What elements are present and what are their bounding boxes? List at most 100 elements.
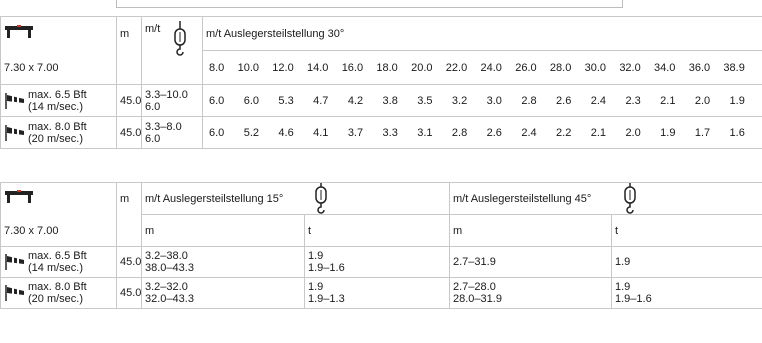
- load-value: 1.7: [694, 126, 711, 139]
- radius-value: 24.0: [480, 61, 502, 74]
- boom-length: 45.0: [116, 246, 142, 278]
- m45-cell: 2.7–28.0 28.0–31.9: [449, 277, 612, 309]
- header-15: m/t Auslegersteilstellung 15°: [145, 192, 284, 205]
- header-45-cell: m/t Auslegersteilstellung 45°: [449, 182, 762, 215]
- load-value: 2.1: [660, 94, 676, 107]
- top-frame-edge: [116, 0, 623, 8]
- range-cell: 3.3–8.0 6.0: [141, 116, 203, 149]
- sub-m-15: m: [141, 214, 305, 247]
- radius-value: 20.0: [411, 61, 433, 74]
- load-value: 5.3: [278, 94, 294, 107]
- load-value: 6.0: [209, 94, 225, 107]
- size-label: 7.30 x 7.00: [0, 214, 117, 247]
- boom-length: 45.0: [116, 116, 142, 149]
- t45-cell: 1.9: [611, 246, 762, 278]
- m45-a: 2.7–31.9: [453, 256, 496, 268]
- load-value: 2.3: [625, 94, 641, 107]
- m-spacer: [116, 50, 142, 85]
- load-values: 6.0 6.0 5.3 4.7 4.2 3.8 3.5 3.2 3.0 2.8 2.6 2.4 2.3 2…: [206, 95, 759, 107]
- t45-a: 1.9: [615, 256, 631, 268]
- load-value: 2.4: [590, 94, 607, 107]
- radius-value: 10.0: [237, 61, 259, 74]
- load-value: 3.7: [347, 126, 364, 139]
- row-6-5: max. 6.5 Bft (14 m/sec.) 45.0 3.2–38.0 3…: [0, 246, 762, 278]
- m45-cell: 2.7–31.9: [449, 246, 612, 278]
- radius-value: 32.0: [619, 61, 641, 74]
- load-value: 3.0: [486, 94, 502, 107]
- radius-value: 28.0: [549, 61, 572, 74]
- t15-cell: 1.9 1.9–1.6: [304, 246, 450, 278]
- radius-row: 8.0 10.0 12.0 14.0 16.0 18.0 20.0 22.0 24.0 26.0 2…: [202, 50, 762, 85]
- load-value: 3.3: [382, 126, 398, 139]
- range-cell: 3.3–10.0 6.0: [141, 84, 203, 117]
- row-8-0: max. 8.0 Bft (20 m/sec.) 45.0 3.2–32.0 3…: [0, 277, 762, 309]
- load-value: 2.8: [451, 126, 468, 139]
- m15-a: 3.2–38.0: [145, 250, 188, 262]
- col-m-header: m: [116, 182, 142, 215]
- range-b: 6.0: [145, 132, 161, 145]
- m15-a: 3.2–32.0: [145, 281, 188, 293]
- wind-sock-icon: [5, 254, 24, 270]
- values-cell: 6.0 5.2 4.6 4.1 3.7 3.3 3.1 2.8 2.6 2.4 2.2 2.1 2.0 1…: [202, 116, 762, 149]
- load-value: 2.8: [521, 94, 537, 107]
- col-mt-label: m/t: [145, 23, 161, 35]
- radius-value: 12.0: [272, 61, 294, 74]
- m15-b: 38.0–43.3: [145, 262, 194, 274]
- load-value: 2.0: [625, 126, 641, 139]
- m45-b: 28.0–31.9: [453, 293, 502, 305]
- radius-value: 8.0: [209, 61, 225, 74]
- t45-a: 1.9: [615, 281, 631, 293]
- load-value: 5.2: [243, 126, 259, 139]
- load-value: 1.9: [729, 94, 745, 107]
- size-label: 7.30 x 7.00: [0, 50, 117, 85]
- load-value: 3.1: [417, 126, 433, 139]
- radius-value: 16.0: [341, 61, 364, 74]
- t15-a: 1.9: [308, 281, 324, 293]
- crane-hook-icon: [174, 21, 186, 56]
- radius-value: 18.0: [376, 61, 398, 74]
- load-value: 4.2: [347, 94, 364, 107]
- radius-values: 8.0 10.0 12.0 14.0 16.0 18.0 20.0 22.0 24.0 26.0 2…: [206, 62, 759, 74]
- range-b: 6.0: [145, 100, 161, 113]
- crane-base-icon: [5, 190, 33, 203]
- wind-line-a: max. 8.0 Bft: [28, 120, 87, 133]
- radius-value: 22.0: [445, 61, 468, 74]
- radius-value: 34.0: [654, 61, 676, 74]
- t15-b: 1.9–1.3: [308, 293, 345, 305]
- header-15-cell: m/t Auslegersteilstellung 15°: [141, 182, 450, 215]
- m-spacer: [116, 214, 142, 247]
- wind-cell: max. 8.0 Bft (20 m/sec.): [0, 116, 117, 149]
- col-m-header: m: [116, 16, 142, 51]
- crane-base-cell: [0, 182, 117, 215]
- values-cell: 6.0 6.0 5.3 4.7 4.2 3.8 3.5 3.2 3.0 2.8 2.6 2.4 2.3 2…: [202, 84, 762, 117]
- radius-value: 30.0: [584, 61, 607, 74]
- crane-hook-icon: [624, 183, 636, 214]
- load-value: 6.0: [243, 94, 259, 107]
- m15-cell: 3.2–38.0 38.0–43.3: [141, 246, 305, 278]
- wind-line-b: (20 m/sec.): [28, 293, 84, 305]
- load-value: 2.6: [486, 126, 502, 139]
- radius-value: 14.0: [306, 61, 329, 74]
- load-value: 4.1: [313, 126, 329, 139]
- wind-sock-icon: [5, 92, 24, 109]
- load-value: 2.6: [556, 94, 572, 107]
- range-a: 3.3–10.0: [145, 88, 188, 101]
- load-value: 3.2: [451, 94, 468, 107]
- t15-cell: 1.9 1.9–1.3: [304, 277, 450, 309]
- t45-b: 1.9–1.6: [615, 293, 652, 305]
- wind-cell: max. 8.0 Bft (20 m/sec.): [0, 277, 117, 309]
- t15-b: 1.9–1.6: [308, 262, 345, 274]
- crane-hook-icon: [315, 183, 327, 214]
- t45-cell: 1.9 1.9–1.6: [611, 277, 762, 309]
- wind-cell: max. 6.5 Bft (14 m/sec.): [0, 84, 117, 117]
- radius-value: 26.0: [515, 61, 537, 74]
- row-8-0: max. 8.0 Bft (20 m/sec.) 45.0 3.3–8.0 6.…: [0, 116, 762, 149]
- m15-cell: 3.2–32.0 32.0–43.3: [141, 277, 305, 309]
- load-value: 3.8: [382, 94, 398, 107]
- m45-a: 2.7–28.0: [453, 281, 496, 293]
- crane-base-cell: [0, 16, 117, 51]
- wind-sock-icon: [5, 285, 24, 301]
- wind-line-a: max. 6.5 Bft: [28, 250, 87, 262]
- load-value: 1.9: [660, 126, 676, 139]
- wind-line-a: max. 8.0 Bft: [28, 281, 87, 293]
